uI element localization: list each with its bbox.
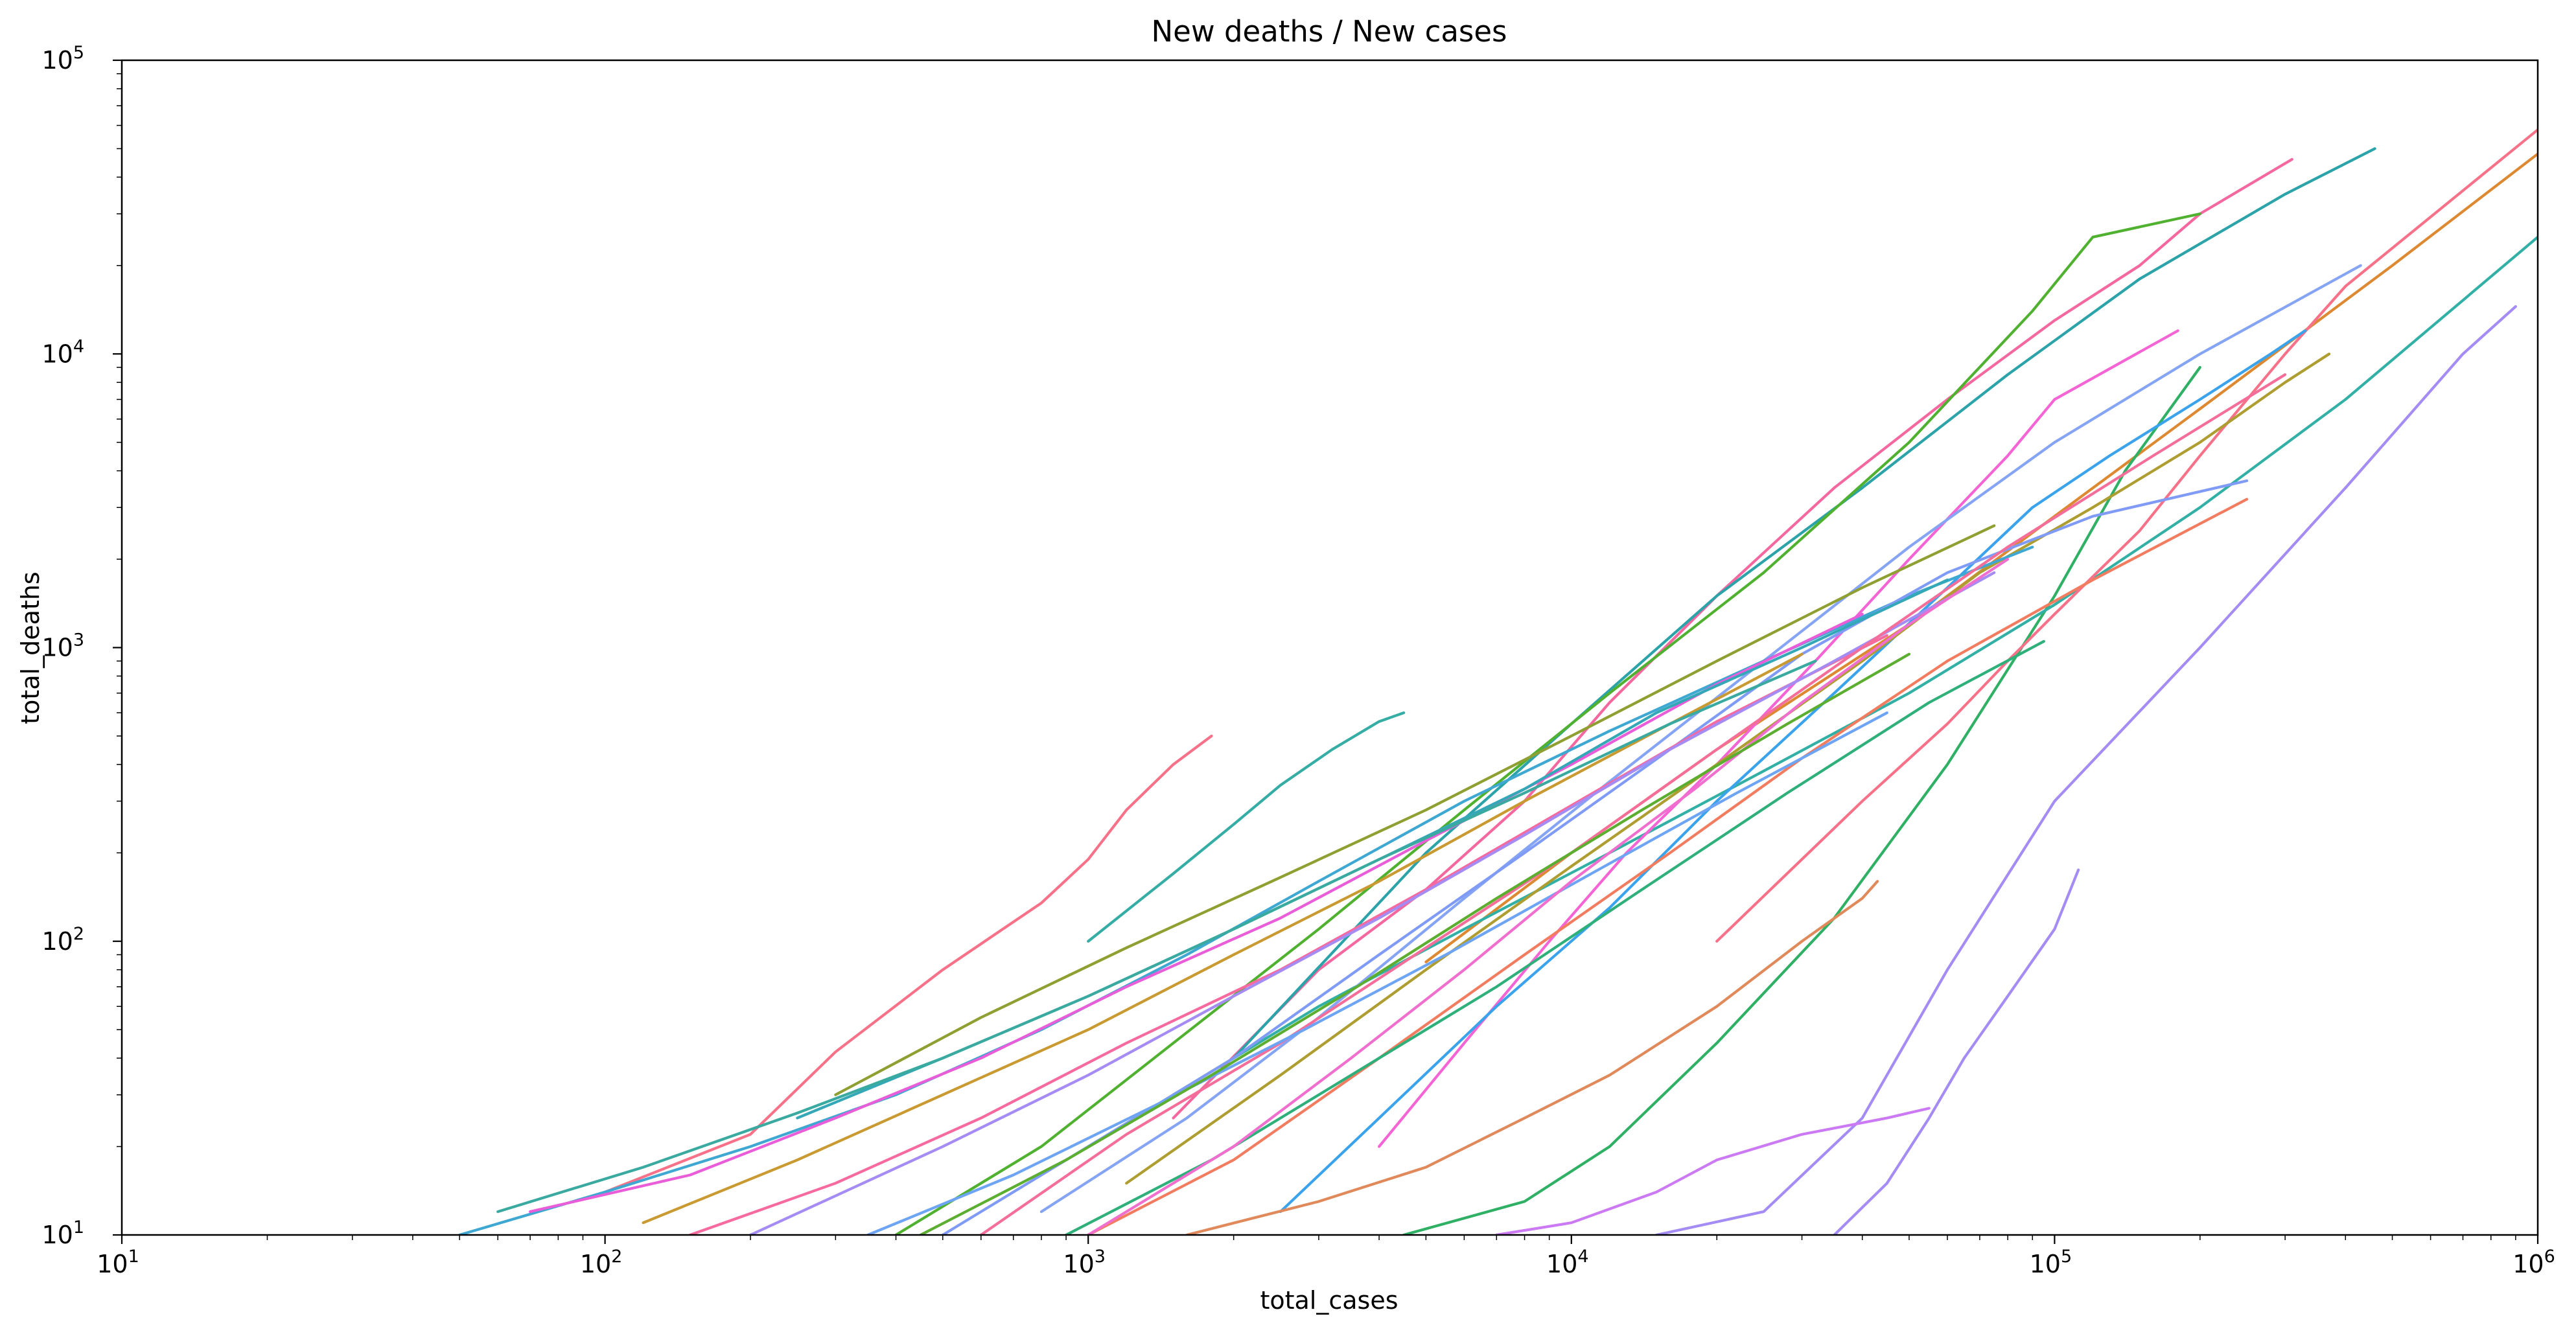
series-line-27	[642, 652, 1804, 1225]
y-tick-exponent: 1	[73, 1217, 84, 1238]
series-line-28	[979, 373, 2287, 1235]
series-line-12	[1378, 329, 2179, 1148]
plot-frame	[121, 59, 2539, 1236]
series-line-15	[894, 212, 2201, 1235]
x-tick-label: 103	[1063, 1247, 1106, 1278]
y-tick-exponent: 5	[73, 43, 84, 63]
series-layer	[458, 128, 2538, 1235]
x-tick-label: 102	[580, 1247, 623, 1278]
series-line-4	[1655, 305, 2517, 1235]
series-line-10	[1715, 128, 2538, 943]
series-line-14	[1125, 352, 2331, 1185]
series-line-25	[748, 571, 1996, 1235]
x-tick-exponent: 3	[1095, 1247, 1106, 1267]
y-tick-label: 105	[41, 43, 84, 75]
series-line-18	[1185, 880, 1879, 1235]
y-tick-exponent: 2	[73, 924, 84, 944]
series-line-31	[1087, 557, 2010, 1235]
series-line-16	[1087, 498, 2249, 1235]
x-tick-exponent: 1	[128, 1247, 139, 1267]
series-line-6	[1495, 1107, 1931, 1235]
series-line-32	[919, 652, 1911, 1235]
x-tick-exponent: 5	[2061, 1247, 2072, 1267]
chart-title: New deaths / New cases	[1151, 14, 1507, 49]
series-line-29	[496, 660, 1817, 1214]
series-line-17	[1039, 264, 2362, 1214]
series-line-5	[1833, 868, 2080, 1235]
series-line-1	[603, 734, 1213, 1193]
x-tick-exponent: 2	[611, 1247, 622, 1267]
series-line-23	[834, 524, 1996, 1096]
x-tick-label: 105	[2030, 1247, 2072, 1278]
x-axis-label: total_cases	[1260, 1286, 1398, 1315]
y-axis-label: total_deaths	[16, 571, 45, 724]
series-line-8	[1232, 147, 2376, 1060]
x-tick-exponent: 4	[1577, 1247, 1588, 1267]
series-line-9	[1172, 235, 2538, 1096]
y-tick-exponent: 3	[73, 630, 84, 651]
series-line-21	[528, 612, 1864, 1214]
series-line-11	[1087, 711, 1406, 943]
x-tick-exponent: 6	[2544, 1247, 2555, 1267]
y-tick-exponent: 4	[73, 336, 84, 356]
series-line-30	[866, 711, 1888, 1235]
